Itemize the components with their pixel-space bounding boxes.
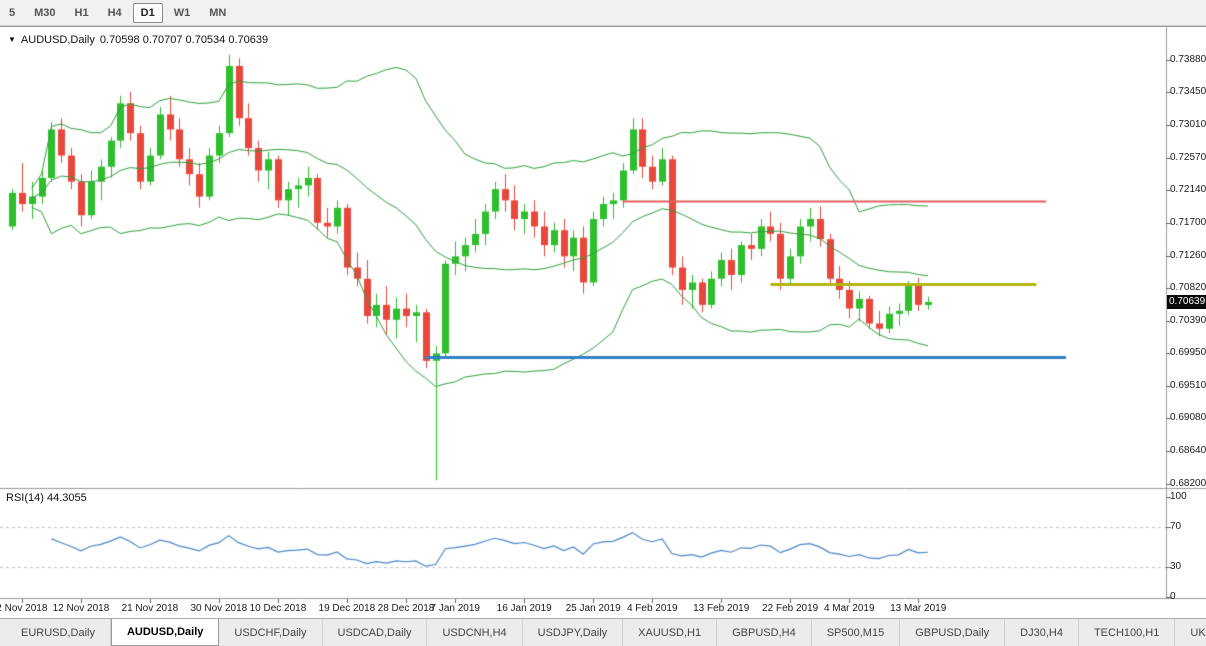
chart-tab-usdjpy-daily[interactable]: USDJPY,Daily — [523, 619, 624, 646]
chart-tab-usdcnh-h4[interactable]: USDCNH,H4 — [427, 619, 523, 646]
price-axis-label: 0.73450 — [1170, 86, 1206, 98]
date-axis-label: 19 Dec 2018 — [318, 603, 376, 614]
chart-tab-usdchf-daily[interactable]: USDCHF,Daily — [219, 619, 323, 646]
rsi-axis-label: 100 — [1170, 491, 1187, 502]
chart-tab-gbpusd-daily[interactable]: GBPUSD,Daily — [900, 619, 1006, 646]
price-axis-label: 0.69510 — [1170, 380, 1206, 392]
current-price-label: 0.70639 — [1167, 294, 1206, 309]
chart-tab-dj30-h4[interactable]: DJ30,H4 — [1005, 619, 1079, 646]
timeframe-button-mn[interactable]: MN — [209, 6, 227, 19]
date-axis-label: 16 Jan 2019 — [496, 603, 552, 614]
chart-tab-tech100-h1[interactable]: TECH100,H1 — [1079, 619, 1176, 646]
chart-tabbar: EURUSD,Daily AUDUSD,Daily USDCHF,Daily USDC… — [0, 618, 1206, 646]
price-chart-canvas[interactable] — [0, 27, 1206, 619]
date-axis-label: 22 Feb 2019 — [762, 603, 819, 614]
chart-tab-sp500-m15[interactable]: SP500,M15 — [812, 619, 901, 646]
chart-tab-audusd-daily[interactable]: AUDUSD,Daily — [110, 619, 220, 646]
price-axis-label: 0.71700 — [1170, 216, 1206, 228]
timeframe-button-m30[interactable]: M30 — [34, 6, 56, 19]
date-axis-label: 30 Nov 2018 — [190, 603, 248, 614]
date-axis-label: 4 Mar 2019 — [823, 603, 875, 614]
timeframe-toolbar: 5 M30 H1 H4 D1 W1 MN — [0, 0, 1206, 26]
price-axis-label: 0.69950 — [1170, 347, 1206, 359]
timeframe-button-h1[interactable]: H1 — [74, 6, 89, 19]
price-axis-label: 0.72140 — [1170, 183, 1206, 195]
rsi-axis-label: 70 — [1170, 521, 1182, 532]
date-axis-label: 12 Nov 2018 — [52, 603, 110, 614]
chart-title: ▼ AUDUSD,Daily 0.70598 0.70707 0.70534 0… — [8, 34, 268, 46]
date-axis-label: 13 Mar 2019 — [890, 603, 947, 614]
date-axis-label: 10 Dec 2018 — [249, 603, 307, 614]
price-axis-label: 0.70390 — [1170, 314, 1206, 326]
price-axis-label: 0.68200 — [1170, 478, 1206, 489]
timeframe-button-5[interactable]: 5 — [9, 6, 16, 19]
price-axis-label: 0.68640 — [1170, 445, 1206, 457]
date-axis-label: 7 Jan 2019 — [430, 603, 481, 614]
chevron-down-icon[interactable]: ▼ — [8, 35, 16, 44]
rsi-axis-label: 30 — [1170, 561, 1182, 572]
date-axis-label: 4 Feb 2019 — [626, 603, 678, 614]
price-axis-label: 0.73010 — [1170, 118, 1206, 130]
chart-tab-usdcad-daily[interactable]: USDCAD,Daily — [323, 619, 428, 646]
chart-tab-eurusd-daily[interactable]: EURUSD,Daily — [6, 619, 111, 646]
date-axis-label: 13 Feb 2019 — [693, 603, 750, 614]
price-axis-label: 0.70820 — [1170, 282, 1206, 294]
chart-tab-ukc[interactable]: UKC — [1175, 619, 1206, 646]
rsi-axis-label: 0 — [1170, 591, 1176, 602]
chart-tab-xauusd-h1[interactable]: XAUUSD,H1 — [623, 619, 718, 646]
timeframe-button-d1[interactable]: D1 — [132, 2, 163, 23]
chart-title-symbol: AUDUSD,Daily — [20, 34, 95, 46]
price-axis-label: 0.71260 — [1170, 249, 1206, 261]
date-axis-label: 21 Nov 2018 — [121, 603, 179, 614]
price-axis-label: 0.73880 — [1170, 54, 1206, 65]
timeframe-button-h4[interactable]: H4 — [107, 6, 122, 19]
price-axis-label: 0.69080 — [1170, 412, 1206, 424]
chart-workspace: ▼ AUDUSD,Daily 0.70598 0.70707 0.70534 0… — [0, 26, 1206, 619]
rsi-label: RSI(14) 44.3055 — [6, 492, 87, 504]
chart-tab-gbpusd-h4[interactable]: GBPUSD,H4 — [717, 619, 812, 646]
date-axis-label: 2 Nov 2018 — [0, 603, 48, 614]
date-axis-label: 28 Dec 2018 — [377, 603, 435, 614]
chart-title-ohlc: 0.70598 0.70707 0.70534 0.70639 — [99, 34, 269, 46]
date-axis-label: 25 Jan 2019 — [565, 603, 621, 614]
price-axis-label: 0.72570 — [1170, 151, 1206, 163]
timeframe-button-w1[interactable]: W1 — [173, 6, 191, 19]
